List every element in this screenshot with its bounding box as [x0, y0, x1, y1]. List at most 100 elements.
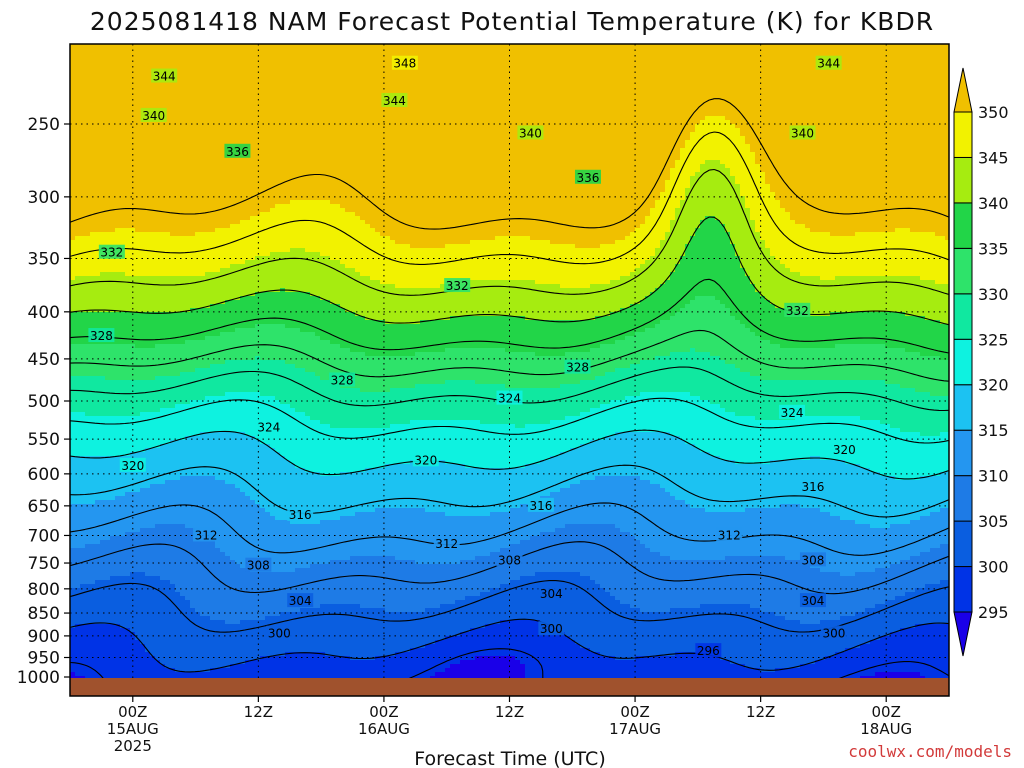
- band-cell: [840, 312, 846, 345]
- band-cell: [630, 608, 636, 661]
- band-cell: [305, 332, 311, 373]
- contour-label-bg: [193, 527, 220, 542]
- band-cell: [570, 244, 576, 289]
- band-cell: [675, 652, 681, 696]
- band-cell: [835, 652, 841, 685]
- band-cell: [635, 268, 641, 305]
- band-cell: [715, 300, 721, 357]
- band-cell: [425, 352, 431, 385]
- band-cell: [145, 232, 151, 277]
- band-cell: [190, 276, 196, 309]
- band-cell: [345, 348, 351, 389]
- colorbar-tick-label: 330: [978, 285, 1009, 304]
- band-cell: [490, 468, 496, 513]
- contour-label-text: 320: [414, 453, 437, 467]
- band-cell: [560, 356, 566, 385]
- band-cell: [225, 360, 231, 393]
- band-cell: [610, 656, 616, 696]
- band-cell: [695, 560, 701, 609]
- band-cell: [900, 596, 906, 629]
- contour-label-text: 328: [331, 374, 354, 388]
- band-cell: [740, 604, 746, 665]
- band-cell: [440, 44, 446, 249]
- band-cell: [635, 228, 641, 269]
- contour-label-text: 308: [247, 559, 270, 573]
- band-cell: [515, 428, 521, 469]
- contour-label-320: 320: [412, 452, 439, 467]
- contour-label-300: 300: [820, 625, 847, 641]
- band-cell: [880, 424, 886, 477]
- band-cell: [825, 512, 831, 573]
- band-cell: [585, 480, 591, 525]
- band-cell: [490, 348, 496, 385]
- contour-label-bg: [564, 359, 591, 374]
- band-cell: [355, 556, 361, 605]
- band-cell: [885, 348, 891, 385]
- band-cell: [510, 236, 516, 281]
- band-cell: [190, 476, 196, 529]
- band-cell: [660, 432, 666, 489]
- band-cell: [220, 268, 226, 305]
- band-cell: [360, 556, 366, 609]
- band-cell: [860, 312, 866, 345]
- band-cell: [320, 652, 326, 696]
- band-cell: [395, 244, 401, 289]
- band-cell: [435, 384, 441, 421]
- band-cell: [250, 392, 256, 437]
- band-cell: [710, 44, 716, 117]
- band-cell: [480, 628, 486, 657]
- contour-label-332: 332: [444, 278, 471, 293]
- band-cell: [410, 508, 416, 561]
- band-cell: [595, 316, 601, 349]
- band-cell: [535, 424, 541, 465]
- band-cell: [690, 508, 696, 561]
- band-cell: [350, 268, 356, 313]
- band-cell: [145, 348, 151, 381]
- band-cell: [485, 384, 491, 425]
- band-cell: [665, 492, 671, 557]
- band-cell: [690, 176, 696, 237]
- band-cell: [160, 312, 166, 345]
- band-cell: [560, 528, 566, 573]
- band-cell: [540, 240, 546, 285]
- band-cell: [690, 44, 696, 133]
- band-cell: [150, 412, 156, 449]
- band-cell: [505, 424, 511, 469]
- band-cell: [645, 480, 651, 549]
- band-cell: [235, 264, 241, 301]
- band-cell: [205, 272, 211, 309]
- band-cell: [760, 240, 766, 297]
- band-cell: [590, 408, 596, 441]
- band-cell: [905, 524, 911, 561]
- band-cell: [705, 216, 711, 297]
- band-cell: [495, 512, 501, 553]
- band-cell: [315, 296, 321, 337]
- band-cell: [505, 236, 511, 281]
- contour-label-text: 344: [153, 70, 176, 84]
- band-cell: [885, 312, 891, 349]
- band-cell: [540, 532, 546, 573]
- band-cell: [195, 340, 201, 369]
- band-cell: [520, 504, 526, 541]
- band-cell: [75, 588, 81, 625]
- band-cell: [155, 412, 161, 449]
- band-cell: [665, 356, 671, 393]
- band-cell: [380, 284, 386, 321]
- band-cell: [675, 160, 681, 209]
- band-cell: [165, 232, 171, 277]
- band-cell: [830, 416, 836, 461]
- band-cell: [705, 296, 711, 353]
- contour-label-332: 332: [98, 244, 125, 260]
- band-cell: [80, 344, 86, 377]
- band-cell: [220, 396, 226, 433]
- band-cell: [180, 312, 186, 345]
- band-cell: [810, 508, 816, 569]
- band-cell: [345, 312, 351, 349]
- band-cell: [500, 424, 506, 469]
- band-cell: [840, 380, 846, 417]
- band-cell: [585, 524, 591, 577]
- band-cell: [255, 356, 261, 393]
- band-cell: [595, 524, 601, 585]
- x-tick-label: 00Z: [369, 703, 398, 721]
- band-cell: [900, 628, 906, 673]
